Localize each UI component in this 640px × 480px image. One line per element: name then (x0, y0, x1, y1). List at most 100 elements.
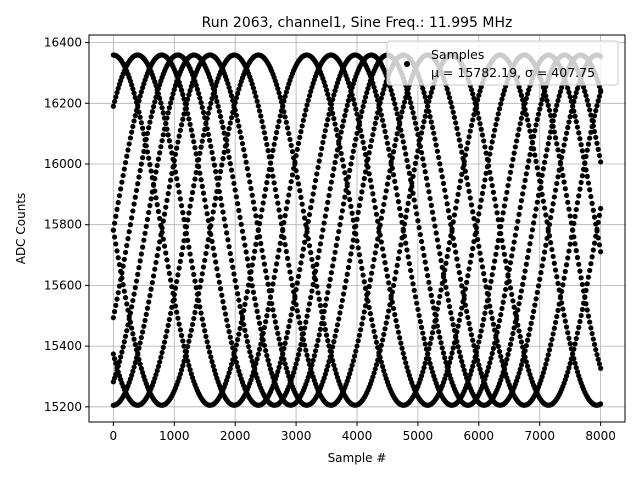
sample-point (349, 154, 355, 161)
sample-point (239, 228, 246, 234)
sample-point (337, 310, 343, 316)
sample-point (561, 142, 567, 148)
sample-point (232, 99, 238, 106)
sample-point (253, 302, 259, 308)
sample-point (149, 279, 155, 286)
sample-point (596, 212, 603, 218)
sample-point (433, 142, 439, 148)
sample-point (338, 150, 344, 157)
sample-point (388, 161, 394, 167)
sample-point (353, 223, 359, 229)
sample-point (252, 296, 258, 302)
sample-point (529, 314, 536, 321)
sample-point (197, 150, 203, 156)
sample-point (377, 222, 383, 228)
sample-point (113, 213, 119, 219)
sample-point (386, 146, 392, 152)
sample-point (405, 164, 411, 170)
sample-point (250, 199, 257, 205)
sample-point (283, 365, 289, 371)
sample-point (517, 294, 523, 300)
sample-point (304, 313, 310, 319)
sample-point (297, 134, 303, 141)
sample-point (326, 192, 332, 199)
sample-point (567, 360, 573, 367)
sample-point (236, 297, 242, 303)
sample-point (394, 131, 400, 137)
sample-point (382, 326, 388, 332)
sample-point (484, 368, 490, 375)
sample-point (565, 369, 571, 375)
sample-point (114, 248, 120, 254)
sample-point (489, 350, 495, 356)
sample-point (238, 310, 244, 316)
sample-point (178, 332, 185, 339)
sample-point (228, 257, 235, 264)
sample-point (567, 114, 573, 120)
sample-point (248, 185, 254, 192)
sample-point (227, 250, 233, 257)
sample-point (183, 349, 190, 355)
sample-point (535, 111, 542, 117)
sample-point (579, 306, 585, 313)
sample-point (543, 361, 549, 367)
sample-point (289, 148, 296, 155)
sample-point (556, 93, 562, 99)
sample-point (414, 126, 420, 132)
sample-point (416, 142, 422, 148)
sample-point (275, 368, 281, 375)
sample-point (226, 370, 232, 376)
sample-point (517, 366, 523, 372)
sample-point (470, 363, 476, 369)
sample-point (248, 276, 254, 282)
sample-point (111, 309, 118, 315)
sample-point (475, 110, 481, 116)
sample-point (338, 304, 344, 310)
sample-point (572, 341, 578, 347)
sample-point (140, 369, 146, 376)
sample-point (216, 108, 222, 114)
y-tick-label: 16400 (44, 36, 82, 50)
sample-point (331, 256, 337, 262)
sample-point (367, 177, 373, 183)
sample-point (527, 128, 533, 134)
sample-point (566, 89, 572, 95)
sample-point (377, 347, 383, 353)
sample-point (175, 139, 181, 145)
sample-point (323, 296, 330, 302)
x-tick-label: 3000 (281, 429, 312, 443)
sample-point (255, 227, 261, 233)
y-tick-label: 15200 (44, 400, 82, 414)
sample-point (323, 87, 330, 93)
sample-point (292, 161, 298, 167)
sample-point (161, 339, 168, 345)
sample-point (181, 358, 187, 364)
sample-point (446, 214, 453, 221)
sample-point (403, 151, 409, 157)
sample-point (456, 137, 462, 143)
sample-point (428, 365, 434, 371)
sample-point (314, 171, 320, 177)
sample-point (311, 184, 317, 190)
sample-point (303, 319, 309, 325)
sample-point (309, 288, 315, 294)
sample-point (330, 358, 336, 364)
sample-point (573, 90, 579, 96)
sample-point (146, 155, 152, 161)
y-tick-label: 15600 (44, 278, 82, 292)
sample-point (269, 300, 275, 307)
sample-point (236, 207, 242, 214)
sample-point (172, 285, 179, 291)
sample-point (383, 188, 389, 194)
sample-point (384, 314, 391, 320)
sample-point (227, 334, 233, 340)
sample-point (333, 127, 339, 133)
sample-point (130, 208, 136, 214)
sample-point (265, 307, 271, 313)
sample-point (189, 189, 196, 196)
sample-point (427, 114, 433, 120)
sample-point (422, 259, 428, 265)
sample-point (191, 271, 197, 278)
sample-point (588, 193, 594, 200)
sample-point (465, 181, 471, 188)
